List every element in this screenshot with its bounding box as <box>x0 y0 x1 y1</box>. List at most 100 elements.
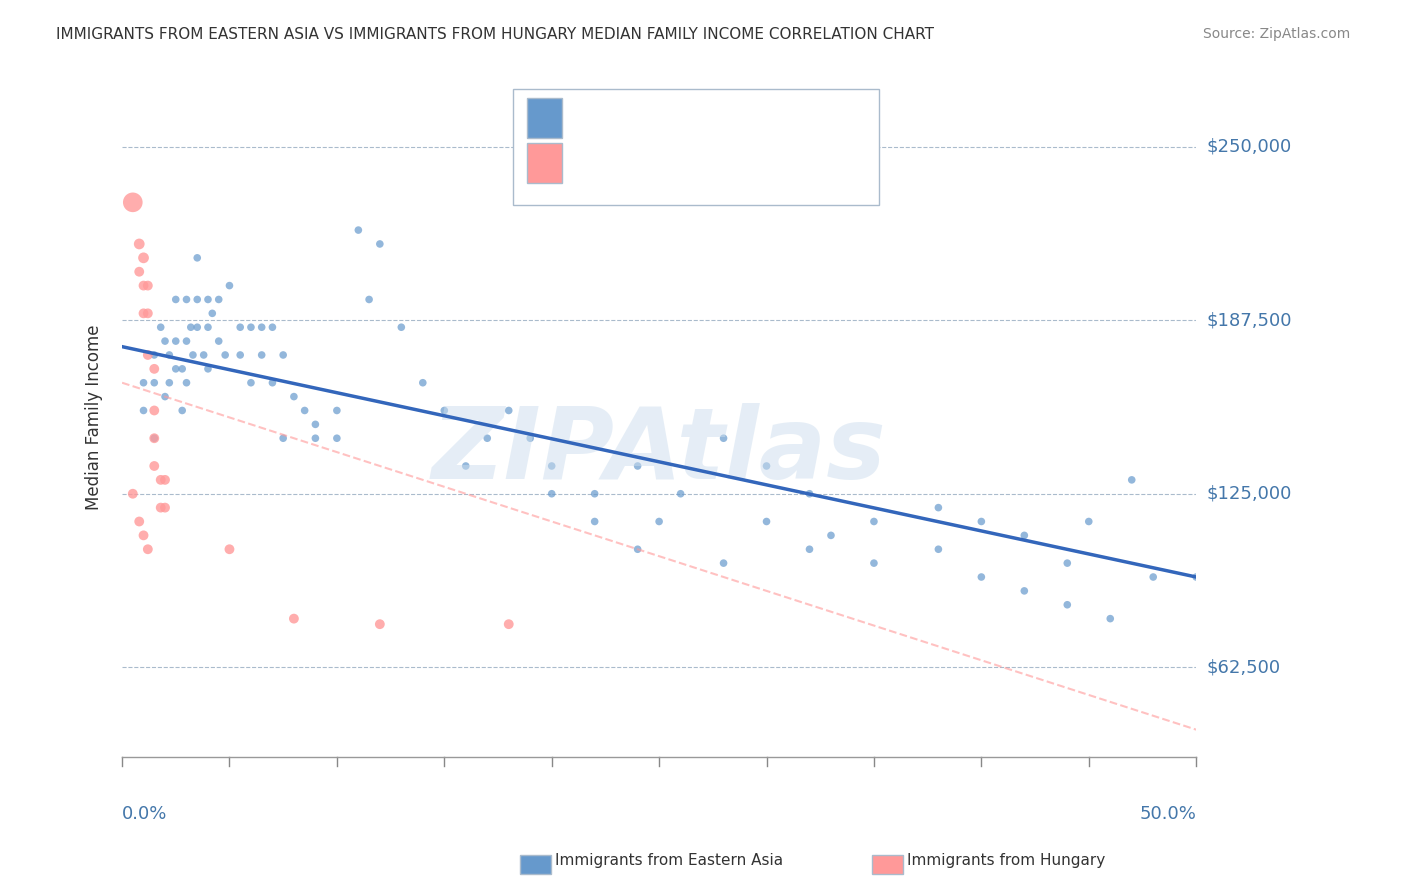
Point <box>132 376 155 390</box>
Point <box>165 334 187 348</box>
Point <box>143 431 166 445</box>
Text: IMMIGRANTS FROM EASTERN ASIA VS IMMIGRANTS FROM HUNGARY MEDIAN FAMILY INCOME COR: IMMIGRANTS FROM EASTERN ASIA VS IMMIGRAN… <box>56 27 934 42</box>
Point <box>149 473 172 487</box>
Point <box>304 431 326 445</box>
Point <box>927 542 949 557</box>
Text: Immigrants from Hungary: Immigrants from Hungary <box>907 854 1105 868</box>
Point <box>262 320 284 334</box>
Point <box>627 542 650 557</box>
Point <box>165 362 187 376</box>
Text: Immigrants from Eastern Asia: Immigrants from Eastern Asia <box>555 854 783 868</box>
Point <box>755 458 778 473</box>
Point <box>143 348 166 362</box>
Point <box>347 223 370 237</box>
Point <box>229 320 252 334</box>
Point <box>153 500 176 515</box>
Point <box>143 458 166 473</box>
Point <box>368 617 391 632</box>
Point <box>193 348 215 362</box>
Point <box>262 376 284 390</box>
Point <box>498 617 520 632</box>
Point <box>477 431 499 445</box>
Text: R = −0.176   N = 25: R = −0.176 N = 25 <box>574 156 745 174</box>
Point <box>583 515 606 529</box>
Point <box>186 320 208 334</box>
Point <box>176 293 198 307</box>
Point <box>121 487 143 501</box>
Point <box>713 431 735 445</box>
Point <box>176 334 198 348</box>
Point <box>143 431 166 445</box>
Point <box>359 293 381 307</box>
Point <box>197 320 219 334</box>
Point <box>519 431 541 445</box>
Point <box>412 376 434 390</box>
Point <box>454 458 477 473</box>
Text: R = −0.368   N = 88: R = −0.368 N = 88 <box>574 112 745 129</box>
Point <box>669 487 692 501</box>
Point <box>218 278 240 293</box>
Point <box>970 570 993 584</box>
Point <box>143 403 166 417</box>
Point <box>713 556 735 570</box>
Point <box>229 348 252 362</box>
Point <box>121 195 143 210</box>
Point <box>304 417 326 432</box>
Point <box>239 376 262 390</box>
Point <box>172 362 194 376</box>
Text: $125,000: $125,000 <box>1206 484 1292 503</box>
Point <box>283 612 305 626</box>
Point <box>970 515 993 529</box>
Point <box>1099 612 1122 626</box>
Point <box>157 348 180 362</box>
Point <box>271 348 294 362</box>
Point <box>208 334 231 348</box>
Text: $62,500: $62,500 <box>1206 658 1281 676</box>
Point <box>627 458 650 473</box>
Point <box>1185 570 1208 584</box>
Point <box>153 473 176 487</box>
Text: 0.0%: 0.0% <box>122 805 167 823</box>
Point <box>368 236 391 251</box>
Point <box>389 320 412 334</box>
Point <box>1142 570 1164 584</box>
Point <box>271 431 294 445</box>
Point <box>132 278 155 293</box>
Point <box>143 362 166 376</box>
Point <box>239 320 262 334</box>
Point <box>540 458 562 473</box>
Text: ZIPAtlas: ZIPAtlas <box>432 403 887 500</box>
Point <box>799 487 821 501</box>
Point <box>250 320 273 334</box>
Point <box>927 500 949 515</box>
Text: Source: ZipAtlas.com: Source: ZipAtlas.com <box>1202 27 1350 41</box>
Point <box>208 293 231 307</box>
Point <box>157 376 180 390</box>
Point <box>136 348 159 362</box>
Point <box>132 528 155 542</box>
Point <box>136 306 159 320</box>
Point <box>149 320 172 334</box>
Point <box>1056 556 1078 570</box>
Point <box>186 293 208 307</box>
Point <box>863 515 886 529</box>
Point <box>153 334 176 348</box>
Point <box>132 251 155 265</box>
Point <box>180 320 202 334</box>
Point <box>181 348 204 362</box>
Point <box>201 306 224 320</box>
Point <box>128 265 150 279</box>
Point <box>755 515 778 529</box>
Point <box>136 278 159 293</box>
Point <box>176 376 198 390</box>
Point <box>1056 598 1078 612</box>
Point <box>143 376 166 390</box>
Point <box>283 390 305 404</box>
Point <box>294 403 316 417</box>
Point <box>197 362 219 376</box>
Point <box>863 556 886 570</box>
Point <box>250 348 273 362</box>
Point <box>218 542 240 557</box>
Point <box>1014 583 1036 598</box>
Point <box>820 528 842 542</box>
